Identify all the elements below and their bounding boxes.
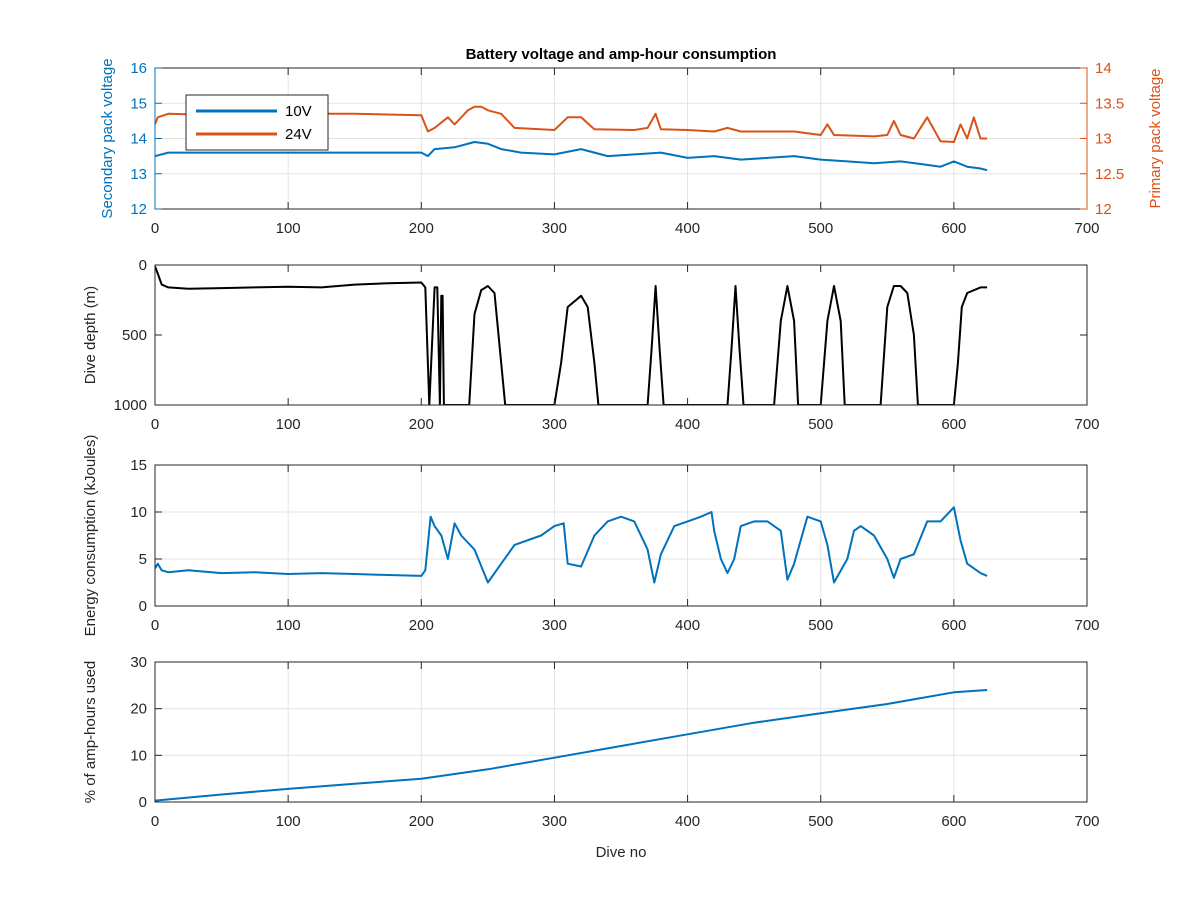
y-tick-label: 5 (139, 551, 147, 568)
x-tick-label: 600 (941, 220, 966, 237)
x-tick-label: 400 (675, 220, 700, 237)
x-tick-label: 0 (151, 617, 159, 634)
x-tick-label: 100 (276, 220, 301, 237)
y-axis-label: Energy consumption (kJoules) (82, 435, 99, 637)
subplots: 0 100 200 300 400 500 600 70012131415161212.513… (82, 58, 1164, 861)
x-tick-label: 700 (1074, 617, 1099, 634)
x-tick-label: 0 (151, 813, 159, 830)
axes-box (154, 464, 1088, 607)
y-axis-label-right: Primary pack voltage (1147, 68, 1164, 208)
legend-label-10v: 10V (285, 103, 312, 120)
y-tick-label: 10 (130, 747, 147, 764)
subplot-2: 0 100 200 300 400 500 600 700 0 500 1000 Dive depth… (82, 257, 1100, 433)
y-axis-label: % of amp-hours used (82, 661, 99, 804)
y-tick-label: 20 (130, 701, 147, 718)
y-tick-label: 12 (130, 201, 147, 218)
x-tick-label: 400 (675, 617, 700, 634)
x-tick-label: 400 (675, 813, 700, 830)
x-tick-label: 700 (1074, 416, 1099, 433)
x-tick-label: 300 (542, 617, 567, 634)
y-tick-label: 30 (130, 654, 147, 671)
x-tick-label: 0 (151, 220, 159, 237)
y-tick-label: 16 (130, 60, 147, 77)
legend-label-24v: 24V (285, 126, 312, 143)
y-tick-label: 15 (130, 457, 147, 474)
y-axis-label: Secondary pack voltage (99, 58, 116, 218)
y-tick-label: 13 (130, 166, 147, 183)
legend-box (185, 94, 329, 151)
x-tick-label: 500 (808, 416, 833, 433)
y-tick-label: 1000 (114, 397, 147, 414)
series-line-3 (155, 506, 988, 584)
series-line-24v (155, 105, 988, 143)
figure-title: Battery voltage and amp-hour consumption (466, 46, 777, 63)
x-tick-label: 400 (675, 416, 700, 433)
series-line-10v (155, 141, 988, 172)
x-tick-label: 200 (409, 416, 434, 433)
x-tick-label: 600 (941, 617, 966, 634)
y-tick-label-right: 14 (1095, 60, 1112, 77)
x-tick-label: 600 (941, 416, 966, 433)
y-tick-label: 0 (139, 794, 147, 811)
x-tick-label: 300 (542, 813, 567, 830)
x-tick-label: 0 (151, 416, 159, 433)
x-tick-label: 700 (1074, 813, 1099, 830)
series-line-4 (155, 689, 988, 802)
x-tick-label: 100 (276, 617, 301, 634)
y-axis-label: Dive depth (m) (82, 286, 99, 384)
y-tick-label: 0 (139, 257, 147, 274)
x-tick-label: 300 (542, 416, 567, 433)
x-tick-label: 200 (409, 617, 434, 634)
x-tick-label: 100 (276, 813, 301, 830)
x-tick-label: 300 (542, 220, 567, 237)
y-tick-label-right: 13.5 (1095, 95, 1124, 112)
y-tick-label: 15 (130, 95, 147, 112)
y-tick-label-right: 12.5 (1095, 166, 1124, 183)
y-tick-label: 0 (139, 598, 147, 615)
x-tick-label: 100 (276, 416, 301, 433)
y-tick-label-right: 12 (1095, 201, 1112, 218)
y-tick-label: 500 (122, 327, 147, 344)
subplot-1: 0 100 200 300 400 500 600 700 12 13 14 15 16 12 12.5 13… (99, 58, 1164, 237)
x-tick-label: 200 (409, 813, 434, 830)
subplot-3: 0 100 200 300 400 500 600 700 0 5 10 15 Energy consu… (82, 435, 1100, 637)
axes-box (154, 661, 1088, 803)
y-tick-label: 10 (130, 504, 147, 521)
x-axis-label: Dive no (596, 844, 647, 861)
x-tick-label: 500 (808, 813, 833, 830)
y-tick-label-right: 13 (1095, 131, 1112, 148)
series-line-2 (155, 266, 988, 405)
x-tick-label: 600 (941, 813, 966, 830)
x-tick-label: 500 (808, 220, 833, 237)
y-tick-label: 14 (130, 131, 147, 148)
x-tick-label: 700 (1074, 220, 1099, 237)
x-tick-label: 500 (808, 617, 833, 634)
x-tick-label: 200 (409, 220, 434, 237)
subplot-4: 0 100 200 300 400 500 600 700 0 10 20 30 % of amp-ho… (82, 654, 1100, 861)
